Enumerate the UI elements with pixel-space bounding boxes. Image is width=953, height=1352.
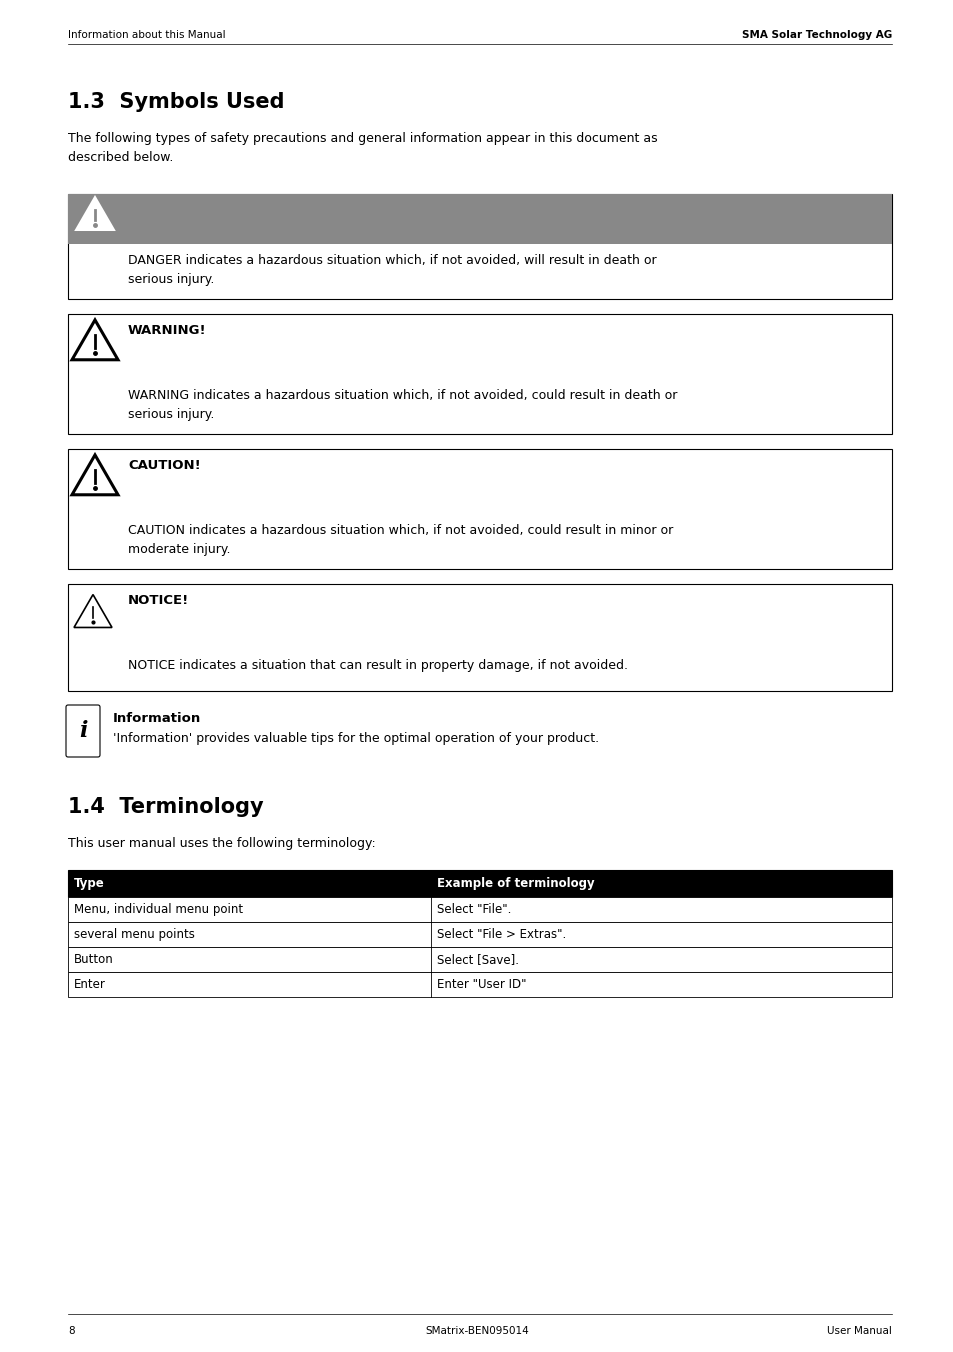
Text: Enter: Enter: [74, 977, 106, 991]
Text: 8: 8: [68, 1326, 74, 1336]
Text: i: i: [79, 721, 87, 742]
Text: CAUTION!: CAUTION!: [128, 458, 200, 472]
Text: Select "File > Extras".: Select "File > Extras".: [436, 927, 565, 941]
FancyBboxPatch shape: [68, 449, 891, 569]
FancyBboxPatch shape: [66, 704, 100, 757]
FancyBboxPatch shape: [68, 584, 891, 691]
Text: 1.3  Symbols Used: 1.3 Symbols Used: [68, 92, 284, 112]
Polygon shape: [74, 595, 112, 627]
FancyBboxPatch shape: [68, 193, 891, 299]
FancyBboxPatch shape: [68, 869, 891, 896]
FancyBboxPatch shape: [68, 193, 891, 243]
Text: NOTICE!: NOTICE!: [128, 594, 189, 607]
FancyBboxPatch shape: [68, 946, 891, 972]
Text: SMA Solar Technology AG: SMA Solar Technology AG: [741, 30, 891, 41]
Text: SMatrix-BEN095014: SMatrix-BEN095014: [425, 1326, 528, 1336]
FancyBboxPatch shape: [68, 972, 891, 996]
Text: This user manual uses the following terminology:: This user manual uses the following term…: [68, 837, 375, 850]
FancyBboxPatch shape: [68, 896, 891, 922]
Polygon shape: [71, 320, 118, 360]
Text: Type: Type: [74, 877, 105, 890]
Text: WARNING indicates a hazardous situation which, if not avoided, could result in d: WARNING indicates a hazardous situation …: [128, 389, 677, 420]
Text: Information: Information: [112, 713, 201, 725]
Text: Information about this Manual: Information about this Manual: [68, 30, 226, 41]
Text: 'Information' provides valuable tips for the optimal operation of your product.: 'Information' provides valuable tips for…: [112, 731, 598, 745]
Text: Enter "User ID": Enter "User ID": [436, 977, 525, 991]
Polygon shape: [76, 197, 113, 230]
Text: CAUTION indicates a hazardous situation which, if not avoided, could result in m: CAUTION indicates a hazardous situation …: [128, 525, 673, 556]
Text: Select [Save].: Select [Save].: [436, 953, 518, 965]
Text: Example of terminology: Example of terminology: [436, 877, 594, 890]
FancyBboxPatch shape: [68, 922, 891, 946]
Polygon shape: [71, 454, 118, 495]
Text: several menu points: several menu points: [74, 927, 194, 941]
Text: Menu, individual menu point: Menu, individual menu point: [74, 903, 243, 917]
Text: User Manual: User Manual: [826, 1326, 891, 1336]
Text: NOTICE indicates a situation that can result in property damage, if not avoided.: NOTICE indicates a situation that can re…: [128, 658, 627, 672]
FancyBboxPatch shape: [68, 314, 891, 434]
Text: Button: Button: [74, 953, 113, 965]
Text: The following types of safety precautions and general information appear in this: The following types of safety precaution…: [68, 132, 657, 164]
Text: DANGER!: DANGER!: [128, 204, 196, 218]
Text: Select "File".: Select "File".: [436, 903, 511, 917]
Text: WARNING!: WARNING!: [128, 324, 207, 337]
Text: 1.4  Terminology: 1.4 Terminology: [68, 796, 263, 817]
Text: DANGER indicates a hazardous situation which, if not avoided, will result in dea: DANGER indicates a hazardous situation w…: [128, 254, 656, 287]
